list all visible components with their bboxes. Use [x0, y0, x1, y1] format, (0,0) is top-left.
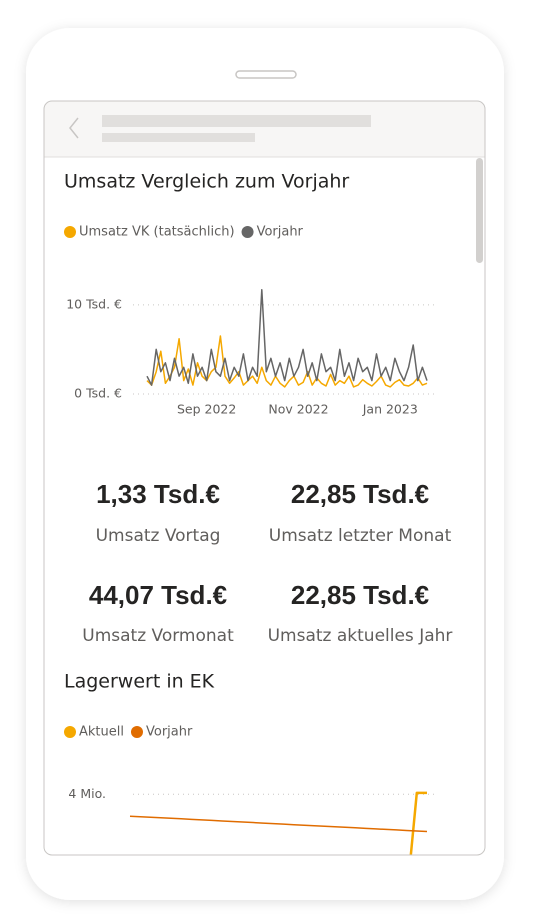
kpi-value: 1,33 Tsd.€ [96, 479, 220, 509]
speaker [235, 70, 297, 79]
header[interactable] [44, 101, 485, 157]
chart-title: Umsatz Vergleich zum Vorjahr [64, 171, 349, 193]
line-series [146, 335, 428, 388]
line-series [129, 815, 428, 833]
y-tick-label: 10 Tsd. € [66, 296, 122, 311]
x-tick-label: Sep 2022 [177, 402, 236, 417]
kpi-value: 44,07 Tsd.€ [89, 580, 227, 610]
screen: Umsatz Vergleich zum Vorjahr Umsatz VK (t… [44, 101, 485, 855]
screen-border [43, 100, 486, 856]
back-button[interactable] [69, 117, 79, 139]
kpi-label: Umsatz letzter Monat [269, 526, 452, 546]
legend-marker [64, 726, 76, 738]
legend-label: Vorjahr [146, 725, 193, 740]
kpi-label: Umsatz Vortag [96, 526, 221, 546]
line-series [146, 288, 428, 386]
legend-label: Aktuell [79, 725, 124, 740]
screen-bg [44, 101, 485, 855]
kpi-label: Umsatz aktuelles Jahr [268, 626, 453, 646]
x-tick-label: Jan 2023 [362, 402, 418, 417]
kpi-value: 22,85 Tsd.€ [291, 479, 429, 509]
legend-label: Umsatz VK (tatsächlich) [79, 225, 235, 240]
kpi-label: Umsatz Vormonat [82, 626, 234, 646]
legend-marker [241, 226, 254, 238]
x-tick-label: Nov 2022 [268, 402, 328, 417]
y-tick-label: 0 Tsd. € [74, 386, 122, 401]
legend-marker [130, 726, 143, 738]
kpi-value: 22,85 Tsd.€ [291, 580, 429, 610]
line-series [405, 791, 427, 855]
scrollbar[interactable] [476, 158, 483, 263]
subtitle-placeholder [102, 133, 255, 142]
title-placeholder [102, 115, 371, 127]
legend-label: Vorjahr [257, 225, 304, 240]
y-tick-label: 4 Mio. [68, 786, 106, 801]
chart-title: Lagerwert in EK [64, 671, 215, 693]
legend-marker [64, 226, 76, 238]
